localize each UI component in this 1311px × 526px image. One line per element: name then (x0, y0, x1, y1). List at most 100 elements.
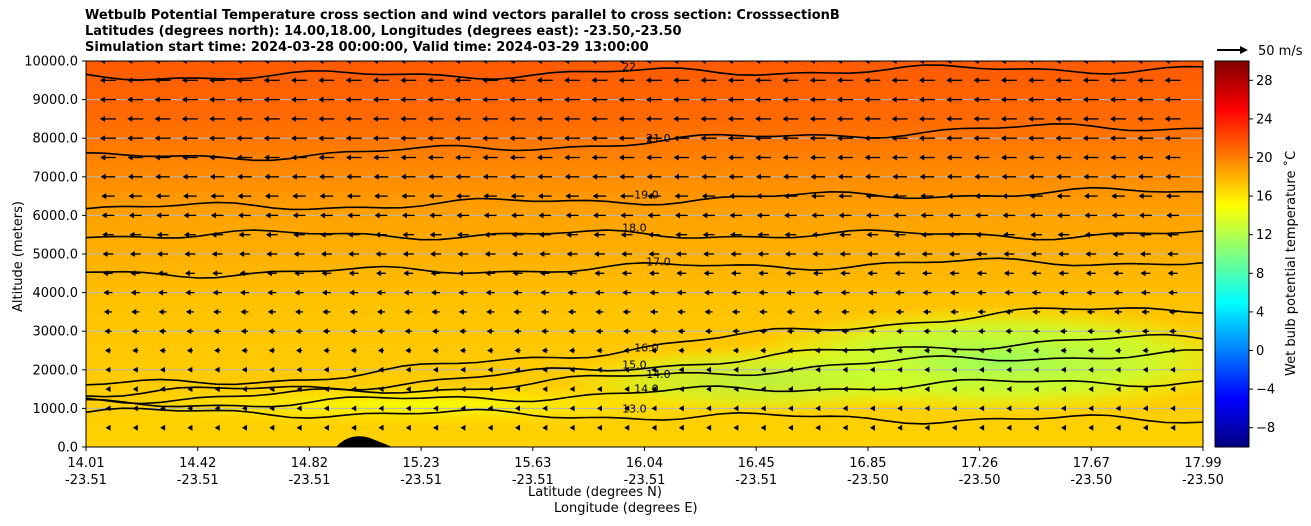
wind-arrow (812, 251, 824, 257)
wind-arrow (1002, 193, 1016, 200)
wind-arrow (706, 405, 712, 412)
wind-arrow (350, 328, 358, 335)
wind-arrow (618, 77, 635, 84)
wind-arrow (837, 61, 854, 64)
wind-arrow (678, 347, 685, 354)
wind-arrow (291, 154, 307, 161)
wind-arrow (733, 386, 739, 393)
wind-arrow (456, 212, 470, 219)
wind-arrow (509, 115, 526, 122)
wind-arrow (159, 347, 166, 354)
wind-arrow (591, 77, 608, 84)
wind-arrow (592, 193, 607, 200)
wind-arrow (1113, 289, 1123, 296)
wind-arrow (594, 251, 605, 257)
wind-arrow (974, 193, 989, 200)
wind-arrow (1028, 135, 1045, 142)
y-tick-label: 1000.0 (33, 402, 79, 417)
wind-arrow (158, 289, 168, 296)
wind-arrow (319, 193, 334, 200)
wind-vectors (100, 61, 1181, 431)
wind-arrow (1088, 386, 1094, 393)
wind-arrow (240, 289, 249, 296)
wind-arrow (891, 115, 908, 122)
wind-arrow (618, 61, 635, 64)
wind-arrow (268, 328, 276, 335)
wind-arrow (154, 154, 171, 161)
wind-arrow (815, 405, 821, 412)
wind-arrow (979, 405, 985, 412)
wind-arrow (730, 251, 742, 257)
wind-arrow (237, 193, 252, 200)
wind-arrow (130, 289, 140, 296)
wind-arrow (187, 424, 193, 431)
wind-arrow (1029, 193, 1043, 200)
wind-arrow (323, 405, 329, 412)
wind-arrow (132, 405, 138, 412)
wind-arrow (864, 135, 881, 142)
wind-arrow (566, 231, 578, 238)
wind-arrow (676, 289, 686, 296)
wind-arrow (351, 366, 357, 373)
contour-line-16.0 (86, 307, 1203, 386)
wind-arrow (321, 289, 331, 296)
wind-arrow (427, 61, 444, 64)
quiver-key: 50 m/s (1217, 44, 1303, 59)
wind-arrow (620, 231, 633, 238)
wind-arrow (1058, 270, 1069, 277)
wind-arrow (702, 231, 715, 238)
wind-arrow (703, 251, 714, 257)
wind-arrow (922, 270, 932, 277)
wind-arrow (1028, 154, 1044, 161)
wind-arrow (263, 61, 280, 64)
wind-arrow (401, 173, 416, 180)
wind-arrow (513, 289, 522, 296)
wind-arrow (1170, 405, 1176, 412)
chart-title-line-3: Simulation start time: 2024-03-28 00:00:… (85, 40, 649, 55)
wind-arrow (727, 115, 744, 122)
wind-arrow (978, 347, 985, 354)
wind-arrow (924, 424, 930, 431)
wind-arrow (427, 115, 444, 122)
wind-arrow (868, 308, 877, 315)
wind-arrow (512, 251, 523, 257)
wind-arrow (346, 193, 361, 200)
wind-arrow (897, 405, 903, 412)
wind-arrow (864, 61, 881, 64)
wind-arrow (947, 212, 961, 219)
colorbar-tick-label: 20 (1256, 151, 1273, 166)
wind-arrow (509, 61, 526, 64)
wind-arrow (1058, 251, 1069, 257)
wind-arrow (1112, 251, 1124, 257)
wind-arrow (430, 270, 441, 277)
wind-arrow (1088, 424, 1094, 431)
wind-arrow (295, 308, 304, 315)
y-tick-label: 2000.0 (33, 363, 79, 378)
wind-arrow (128, 173, 143, 180)
wind-arrow (157, 270, 168, 277)
wind-arrow (1028, 61, 1045, 64)
wind-arrow (345, 115, 362, 122)
wind-arrow (1028, 173, 1044, 180)
x-tick-label-lon: -23.50 (959, 473, 1001, 488)
x-tick-label-lat: 15.23 (402, 456, 439, 471)
wind-arrow (318, 77, 335, 84)
wind-arrow (212, 289, 222, 296)
wind-arrow (596, 424, 602, 431)
contour-label: 13.0 (622, 402, 647, 415)
wind-arrow (427, 135, 444, 142)
wind-arrow (374, 193, 388, 200)
wind-arrow (1137, 77, 1154, 84)
wind-arrow (839, 231, 851, 238)
wind-arrow (102, 251, 114, 257)
wind-arrow (536, 77, 553, 84)
wind-arrow (949, 289, 959, 296)
wind-arrow (837, 154, 853, 161)
wind-arrow (404, 308, 413, 315)
wind-arrow (621, 270, 632, 277)
wind-arrow (537, 154, 553, 161)
wind-arrow (432, 366, 439, 373)
wind-arrow (842, 386, 848, 393)
wind-arrow (755, 77, 772, 84)
wind-arrow (591, 135, 608, 142)
